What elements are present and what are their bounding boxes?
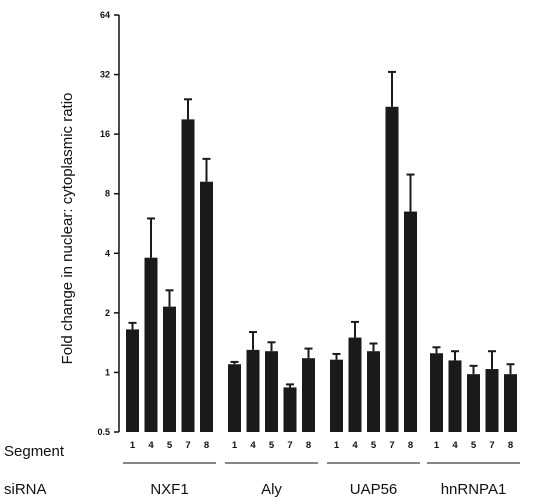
sirna-group-label: UAP56: [350, 481, 398, 498]
segment-tick-label: 1: [334, 440, 340, 451]
bar: [200, 181, 213, 432]
y-tick-label: 32: [100, 70, 110, 80]
bar: [330, 359, 343, 432]
sirna-group-label: NXF1: [150, 481, 188, 498]
segment-tick-label: 4: [352, 440, 358, 451]
bar: [163, 306, 176, 432]
segment-tick-label: 7: [389, 440, 394, 451]
segment-tick-label: 7: [489, 440, 494, 451]
segment-tick-label: 1: [232, 440, 238, 451]
bar: [302, 358, 315, 432]
bar: [126, 329, 139, 432]
bar: [283, 387, 297, 432]
segment-tick-label: 1: [130, 440, 136, 451]
bar: [348, 337, 362, 432]
bar: [181, 119, 195, 432]
bar: [367, 351, 380, 432]
segment-tick-label: 8: [508, 440, 513, 451]
segment-tick-label: 4: [452, 440, 458, 451]
y-tick-label: 1: [105, 367, 110, 377]
segment-tick-label: 1: [434, 440, 440, 451]
bar: [448, 360, 462, 432]
segment-tick-label: 7: [185, 440, 190, 451]
segment-tick-label: 5: [269, 440, 275, 451]
y-tick-label: 8: [105, 189, 110, 199]
y-tick-label: 64: [100, 10, 110, 20]
bar: [404, 211, 417, 432]
y-tick-label: 16: [100, 129, 110, 139]
segment-tick-label: 4: [148, 440, 154, 451]
bar: [467, 374, 480, 432]
sirna-group-label: hnRNPA1: [441, 481, 507, 498]
segment-tick-label: 5: [167, 440, 173, 451]
bar: [485, 369, 499, 432]
labels: 1 4 5 7 8 NXF1 1 4 5 7 8 Aly 1 4 5 7 8 UAP56 1 4 5 7 8 hnRNPA1 S…: [4, 440, 520, 498]
segment-tick-label: 7: [287, 440, 292, 451]
bar: [265, 351, 278, 432]
segment-tick-label: 8: [408, 440, 413, 451]
sirna-row-label: siRNA: [4, 481, 47, 498]
y-tick-label: 2: [105, 308, 110, 318]
bar: [504, 374, 517, 432]
bar: [246, 349, 260, 432]
bar: [430, 353, 443, 432]
y-axis-title: Fold change in nuclear: cytoplasmic rati…: [59, 93, 76, 365]
segment-tick-label: 8: [306, 440, 311, 451]
sirna-group-label: Aly: [261, 481, 282, 498]
y-tick-label: 4: [105, 248, 110, 258]
bar: [385, 106, 399, 432]
bar: [144, 257, 158, 432]
bar: [228, 364, 241, 432]
bars: [126, 70, 517, 432]
y-axis: 0.5 1 2 4 8 16 32 64 Fold change in nuclear: cyt…: [59, 10, 120, 437]
y-tick-label: 0.5: [97, 427, 110, 437]
segment-tick-label: 4: [250, 440, 256, 451]
segment-tick-label: 5: [471, 440, 477, 451]
segment-tick-label: 5: [371, 440, 377, 451]
segment-row-label: Segment: [4, 443, 65, 460]
segment-tick-label: 8: [204, 440, 209, 451]
